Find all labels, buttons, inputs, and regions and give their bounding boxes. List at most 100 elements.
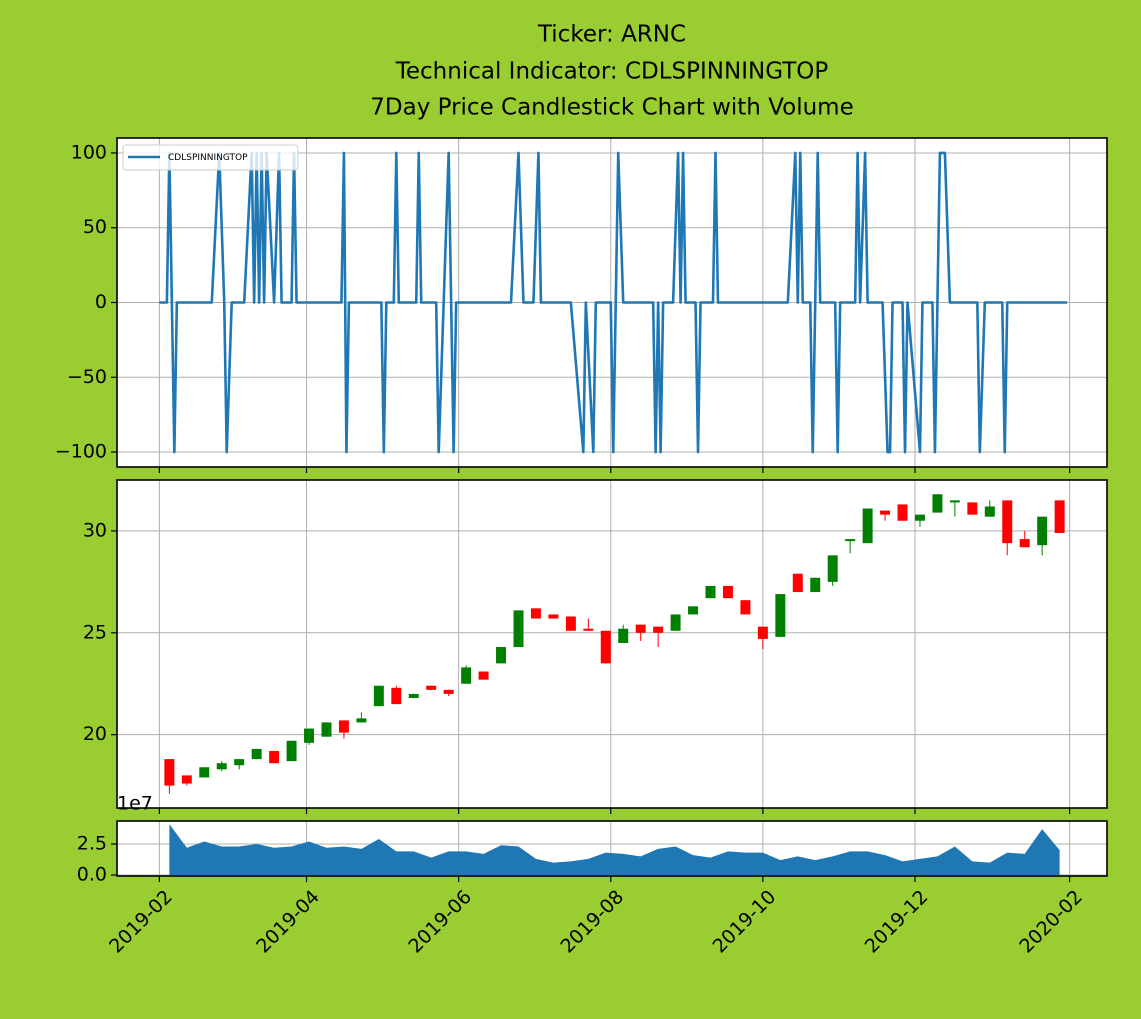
y-tick-label: −50 [67, 366, 107, 388]
candle [1019, 530, 1030, 548]
candle [530, 608, 541, 619]
candle-body [1002, 500, 1013, 544]
y-tick-label: 100 [71, 141, 107, 163]
candle-body [1054, 500, 1065, 533]
y-tick-label: 2.5 [77, 832, 107, 854]
candle-body [827, 555, 838, 582]
candle-body [286, 740, 297, 762]
candle [740, 600, 751, 615]
candle-body [426, 685, 437, 690]
plot-frame [116, 820, 1108, 877]
candle [635, 624, 646, 641]
volume-area [169, 824, 1060, 876]
legend-box [122, 144, 299, 171]
candle-body [496, 647, 507, 664]
plot-frame [116, 479, 1108, 809]
candle-body [688, 606, 699, 615]
candle-body [653, 626, 664, 633]
candle [1002, 500, 1013, 556]
candle-body [670, 614, 681, 631]
candle-body [740, 600, 751, 615]
candle-body [1037, 516, 1048, 546]
candle-body [513, 610, 524, 648]
x-tick-label: 2020-02 [1015, 886, 1087, 958]
candle [321, 722, 332, 737]
candle [408, 693, 419, 698]
candle-body [705, 585, 716, 599]
candle-body [1019, 539, 1030, 548]
candle-body [251, 748, 262, 760]
candle [443, 689, 454, 696]
x-tick-label: 2019-12 [861, 886, 933, 958]
candle [181, 775, 192, 786]
plot-frame [116, 137, 1108, 468]
candle [618, 624, 629, 643]
candle-body [548, 614, 559, 619]
candle-body [269, 750, 280, 764]
candle [216, 761, 227, 772]
candle [862, 508, 873, 544]
candle [984, 500, 995, 517]
candle-body [321, 722, 332, 737]
candle-body [635, 624, 646, 633]
candle-body [164, 759, 175, 786]
candle-body [618, 628, 629, 643]
y-tick-label: 0 [95, 291, 107, 313]
candle [1037, 516, 1048, 556]
candle [426, 685, 437, 690]
title-line: Technical Indicator: CDLSPINNINGTOP [395, 59, 829, 85]
candle-body [880, 510, 891, 515]
candle-body [199, 767, 210, 778]
candle-body [565, 616, 576, 631]
candle [548, 614, 559, 619]
x-tick-label: 2019-02 [105, 886, 177, 958]
title-line: 7Day Price Candlestick Chart with Volume [370, 95, 853, 121]
candle-body [967, 502, 978, 515]
candle-body [373, 685, 384, 707]
candle [949, 500, 960, 517]
candle-body [461, 667, 472, 684]
candle [286, 740, 297, 762]
x-tick-label: 2019-06 [404, 886, 476, 958]
candle [600, 630, 611, 664]
candle [565, 616, 576, 631]
x-tick-label: 2019-04 [252, 886, 324, 958]
candle-body [338, 720, 349, 733]
candle [199, 767, 210, 778]
candle-body [932, 494, 943, 513]
candle-body [181, 775, 192, 784]
candle-body [897, 504, 908, 521]
candle-body [792, 573, 803, 593]
candle [356, 712, 367, 723]
y-tick-label: 0.0 [77, 864, 107, 886]
candle [653, 626, 664, 648]
title-line: Ticker: ARNC [537, 22, 686, 48]
candle-body [234, 759, 245, 766]
candle [583, 618, 594, 631]
candle-body [722, 585, 733, 599]
candle [757, 626, 768, 650]
candle-body [810, 577, 821, 593]
candle [373, 685, 384, 707]
legend: CDLSPINNINGTOP [122, 144, 299, 171]
candle [513, 610, 524, 648]
candle [338, 720, 349, 739]
candle [234, 759, 245, 770]
candle-body [757, 626, 768, 639]
candle [792, 573, 803, 593]
indicator-line [159, 151, 1068, 454]
candle [775, 594, 786, 637]
y-tick-label: 25 [83, 621, 107, 643]
candle [496, 647, 507, 664]
candle [827, 555, 838, 586]
x-tick-label: 2019-08 [556, 886, 628, 958]
candle [722, 585, 733, 599]
candle [932, 494, 943, 513]
candle [304, 728, 315, 745]
candle-body [583, 628, 594, 631]
candle [164, 759, 175, 794]
candle [391, 685, 402, 705]
candle-body [914, 514, 925, 521]
candle [914, 514, 925, 527]
